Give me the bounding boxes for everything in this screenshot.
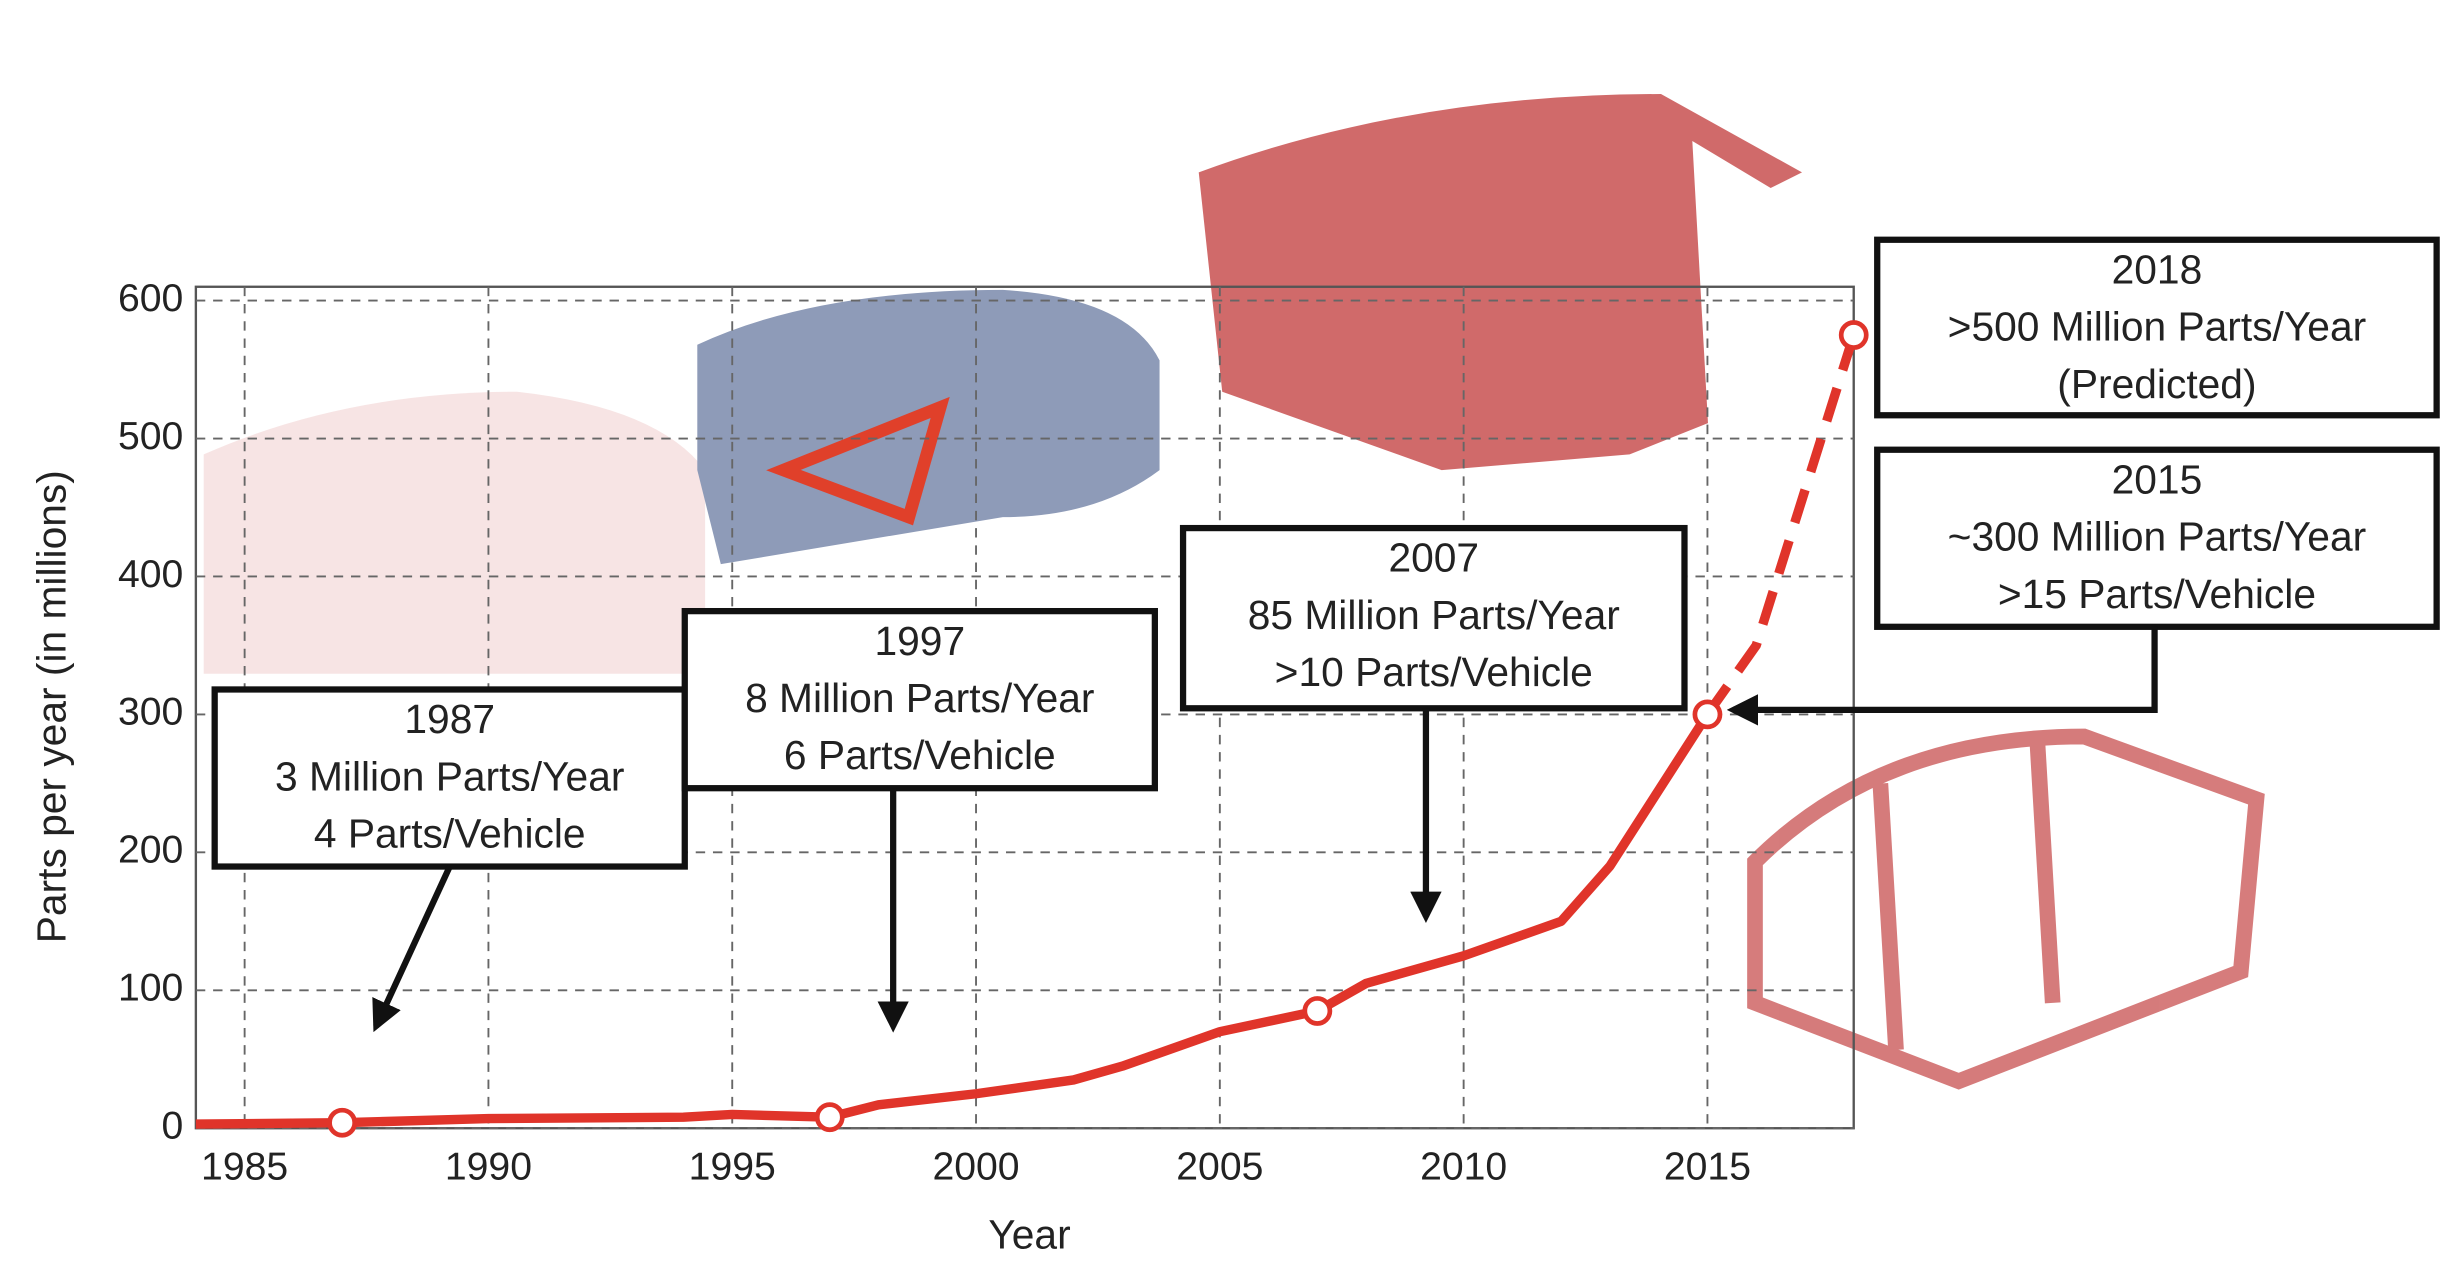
marker [814, 1102, 845, 1133]
marker [1302, 996, 1333, 1026]
x-axis-label: Year [988, 1212, 1070, 1258]
annotation-box [1874, 236, 2440, 419]
annotation-text: ~300 Million Parts/Year [1948, 514, 2367, 560]
y-tick-label: 400 [118, 553, 183, 596]
annotation-text: 1997 [874, 618, 965, 664]
annotation-text: 2018 [2112, 246, 2203, 292]
marker [327, 1107, 358, 1138]
annotation-box [681, 607, 1158, 792]
x-tick-label: 2010 [1420, 1145, 1507, 1188]
y-tick-label: 500 [118, 415, 183, 458]
annotation-text: 6 Parts/Vehicle [784, 732, 1056, 778]
illustration [697, 289, 1160, 565]
marker [1838, 320, 1869, 350]
annotation-text: 3 Million Parts/Year [275, 753, 624, 799]
x-tick-label: 2000 [932, 1145, 1019, 1188]
x-tick-label: 2015 [1664, 1145, 1751, 1188]
y-tick-label: 600 [118, 277, 183, 320]
annotation-box [211, 686, 688, 870]
marker [1692, 699, 1723, 730]
x-tick-label: 1995 [689, 1145, 776, 1188]
x-tick-label: 2005 [1176, 1145, 1263, 1188]
annotations: 1987 3 Million Parts/Year 4 Parts/Vehicle 1… [211, 236, 2440, 1033]
annotation-text: (Predicted) [2057, 361, 2256, 407]
y-tick-label: 100 [118, 967, 183, 1010]
x-tick-label: 1985 [201, 1145, 288, 1188]
annotation-text: 2007 [1388, 535, 1479, 581]
annotation-text: >10 Parts/Vehicle [1275, 649, 1593, 695]
illustration [1198, 94, 1803, 471]
annotation-text: 85 Million Parts/Year [1248, 592, 1620, 638]
line [195, 711, 1712, 1129]
annotation-text: >500 Million Parts/Year [1948, 304, 2367, 350]
y-axis-label: Parts per year (in millions) [29, 470, 75, 943]
x-tick-label: 1990 [445, 1145, 532, 1188]
annotation-text: 1987 [404, 696, 495, 742]
annotation-text: >15 Parts/Vehicle [1998, 571, 2316, 617]
annotation-box [1874, 446, 2440, 630]
y-tick-label: 300 [118, 691, 183, 734]
y-tick-label: 0 [162, 1105, 184, 1148]
illustration [203, 391, 706, 674]
annotation-arrow [372, 865, 453, 1033]
line-projected [1703, 333, 1859, 718]
series [195, 320, 1869, 1138]
y-tick-label: 200 [118, 829, 183, 872]
annotation-text: 8 Million Parts/Year [745, 675, 1094, 721]
annotation-arrow [1726, 626, 2158, 726]
annotation-box [1179, 524, 1688, 712]
illustration [1747, 728, 2265, 1090]
annotation-text: 4 Parts/Vehicle [314, 811, 586, 857]
annotation-text: 2015 [2112, 456, 2203, 502]
